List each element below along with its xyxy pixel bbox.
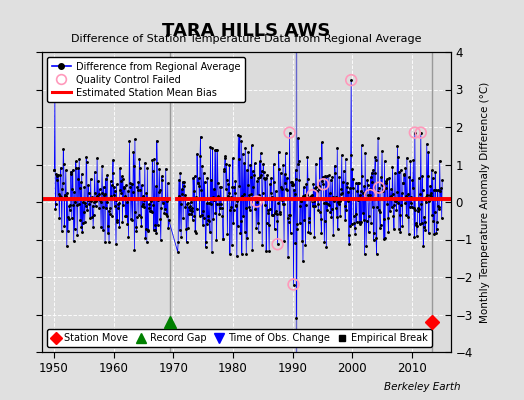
Point bbox=[347, 77, 355, 83]
Point bbox=[319, 181, 328, 188]
Text: TARA HILLS AWS: TARA HILLS AWS bbox=[162, 22, 331, 40]
Point bbox=[411, 130, 419, 136]
Y-axis label: Monthly Temperature Anomaly Difference (°C): Monthly Temperature Anomaly Difference (… bbox=[480, 81, 490, 323]
Point bbox=[366, 192, 374, 198]
Point bbox=[417, 130, 425, 136]
Legend: Station Move, Record Gap, Time of Obs. Change, Empirical Break: Station Move, Record Gap, Time of Obs. C… bbox=[47, 329, 432, 347]
Point bbox=[286, 130, 294, 136]
Point bbox=[375, 184, 383, 191]
Point bbox=[308, 192, 316, 198]
Text: Difference of Station Temperature Data from Regional Average: Difference of Station Temperature Data f… bbox=[71, 34, 421, 44]
Point bbox=[274, 241, 282, 248]
Point bbox=[289, 281, 298, 288]
Text: Berkeley Earth: Berkeley Earth bbox=[385, 382, 461, 392]
Point bbox=[253, 198, 261, 205]
